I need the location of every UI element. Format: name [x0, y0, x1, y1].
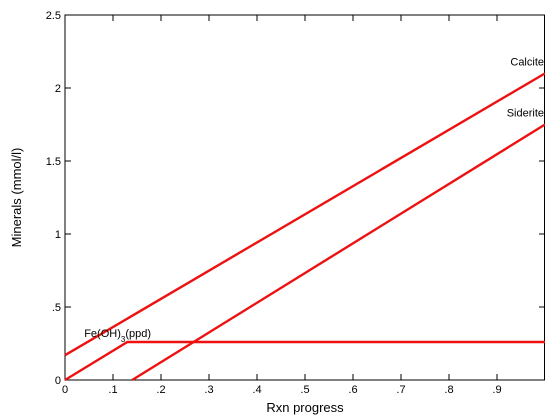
x-tick-label: .6	[348, 384, 357, 396]
series-label-calcite: Calcite	[510, 57, 544, 69]
series-label-siderite: Siderite	[507, 108, 544, 120]
x-tick-label: .2	[156, 384, 165, 396]
series-line-calcite	[64, 72, 545, 357]
series-labels: Calcite Siderite Fe(OH)3(ppd)	[84, 57, 544, 345]
series-group	[64, 72, 545, 382]
x-tick-label: .8	[444, 384, 453, 396]
x-tick-label: .9	[492, 384, 501, 396]
y-tick-label: 2	[55, 83, 61, 95]
y-tick-label: 1.5	[46, 156, 61, 168]
y-tick-label: 1	[55, 229, 61, 241]
y-tick-label: .5	[52, 302, 61, 314]
x-tick-label: .4	[252, 384, 261, 396]
x-tick-label: .7	[396, 384, 405, 396]
series-line-fe-oh-3-ppd	[64, 340, 545, 382]
x-axis-title: Rxn progress	[266, 400, 344, 415]
series-line-siderite	[131, 123, 545, 382]
x-tick-label: .5	[300, 384, 309, 396]
x-tick-label: 0	[62, 384, 68, 396]
x-tick-label: .3	[204, 384, 213, 396]
x-tick-label: .1	[108, 384, 117, 396]
y-axis-title: Minerals (mmol/l)	[9, 148, 24, 248]
series-label-fe-oh-3-ppd: Fe(OH)3(ppd)	[84, 328, 151, 344]
y-tick-label: 0	[55, 375, 61, 387]
y-tick-label: 2.5	[46, 10, 61, 22]
plot-frame	[64, 14, 545, 381]
